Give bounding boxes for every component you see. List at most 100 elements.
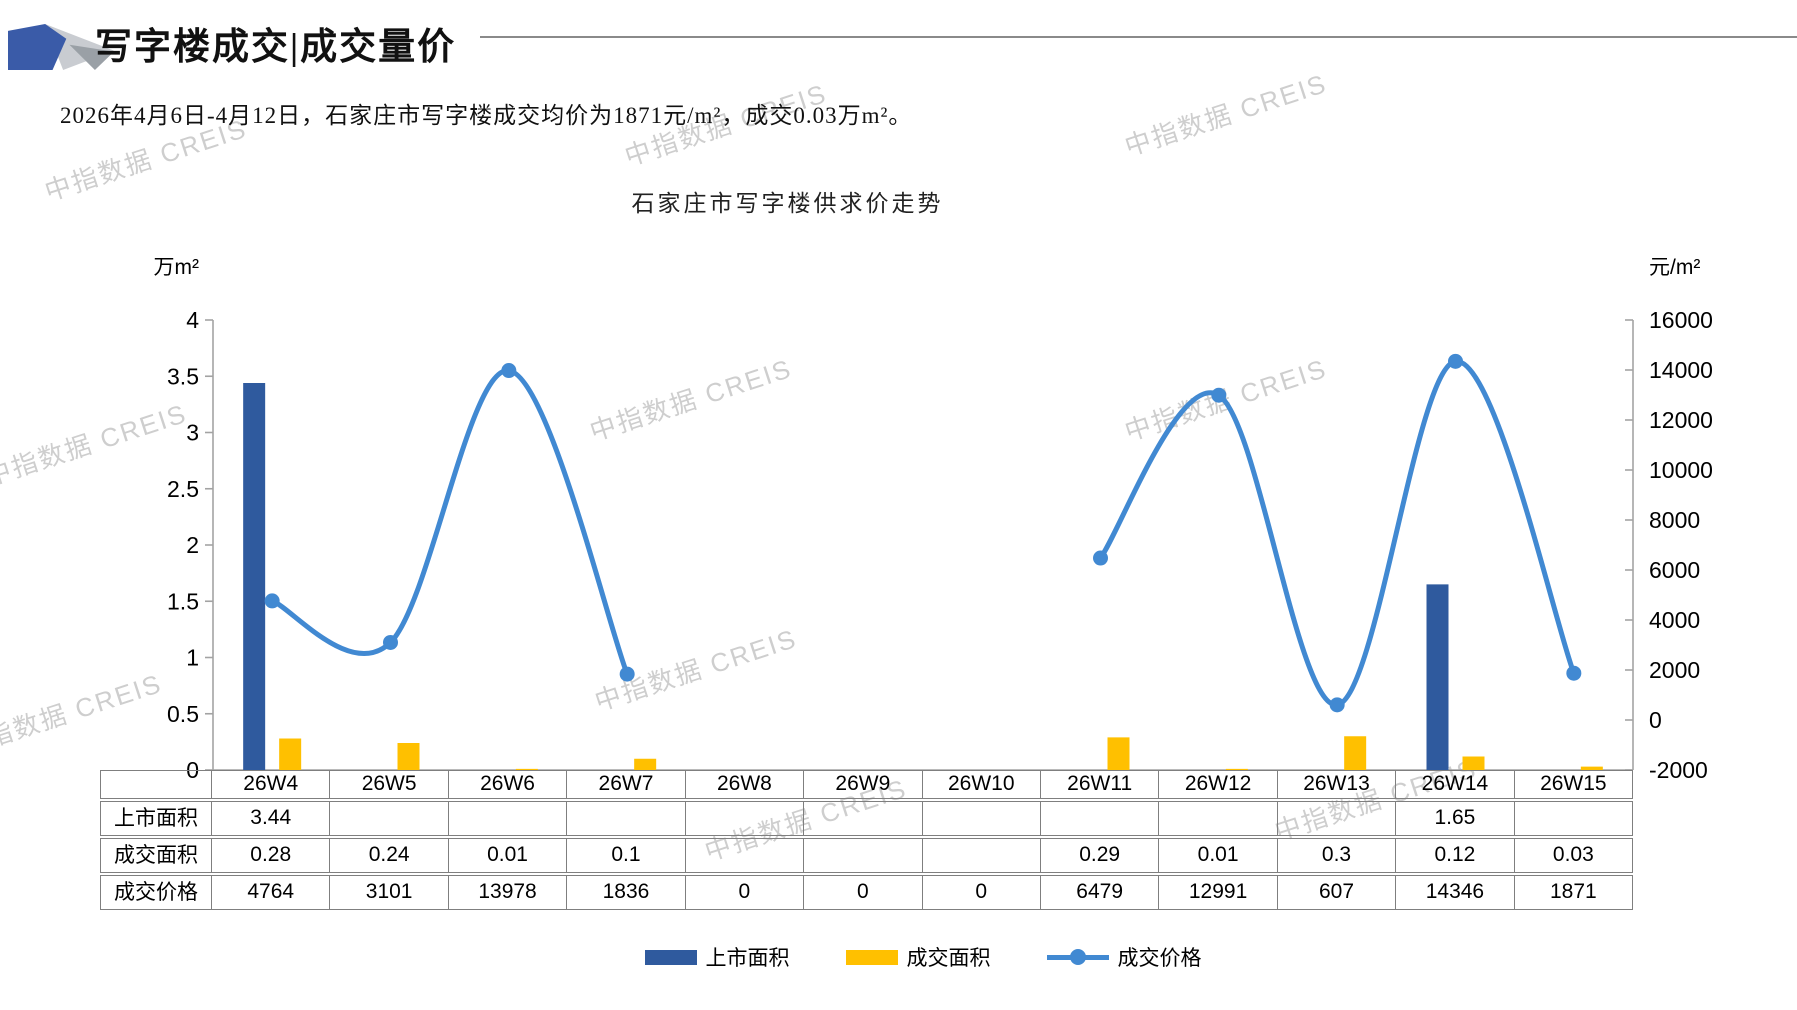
table-cell: 26W14 [1395,771,1513,798]
svg-text:2.5: 2.5 [167,476,199,502]
chart-title: 石家庄市写字楼供求价走势 [631,191,944,216]
price-marker-26W4 [264,593,280,609]
bar-成交面积-26W14 [1462,756,1485,770]
table-cell [921,802,1040,835]
row-label: 成交价格 [114,880,198,904]
table-cell: 0 [803,876,921,909]
bar-成交面积-26W6 [515,768,538,770]
right-axis-unit: 元/m² [1649,256,1700,279]
left-axis-unit: 万m² [154,256,200,279]
svg-text:4000: 4000 [1649,607,1700,633]
table-cell [684,802,803,835]
price-line [269,358,1577,708]
summary-text: 2026年4月6日-4月12日，石家庄市写字楼成交均价为1871元/m²，成交0… [60,103,913,128]
price-marker-26W6 [501,363,517,379]
bar-成交面积-26W11 [1107,737,1130,770]
table-cell: 4764 [211,876,329,909]
price-marker-26W12 [1211,387,1227,403]
bar-成交面积-26W5 [397,743,420,770]
bar-上市面积-26W4 [243,383,266,770]
table-row: 成交面积 0.28 0.24 0.01 0.1 0.29 0.01 0.3 0.12 0.03 [100,838,1633,873]
table-cell: 0.1 [566,839,684,872]
row-label [101,771,211,798]
title-rule-line [480,36,1797,38]
table-cell: 1871 [1513,876,1632,909]
table-cell: 26W6 [447,771,566,798]
table-cell: 26W15 [1513,771,1632,798]
row-label: 成交面积 [114,843,198,867]
svg-text:4: 4 [186,307,199,333]
table-cell: 26W5 [329,771,447,798]
bar-成交面积-26W13 [1344,736,1367,770]
table-cell [803,802,921,835]
bars-上市面积 [243,383,1449,770]
table-cell: 26W11 [1039,771,1158,798]
table-header-row: 26W4 26W5 26W6 26W7 26W8 26W9 26W10 26W11 26W12 2… [100,770,1633,799]
svg-text:1.5: 1.5 [167,588,199,614]
legend-item-listed-area: 上市面积 [644,942,790,972]
svg-text:16000: 16000 [1649,307,1713,333]
price-marker-26W14 [1448,353,1463,369]
svg-text:-2000: -2000 [1649,757,1708,783]
table-cell: 3101 [329,876,447,909]
price-markers [264,353,1582,713]
table-row: 成交价格 4764 3101 13978 1836 0 0 0 6479 12991 607 1434… [100,875,1633,910]
row-label: 上市面积 [114,806,198,830]
table-cell [684,839,803,872]
table-cell: 26W13 [1276,771,1395,798]
page-title: 写字楼成交|成交量价 [95,27,457,68]
table-cell: 0.29 [1039,839,1158,872]
table-cell [1276,802,1395,835]
svg-text:10000: 10000 [1649,457,1713,483]
brand-logo [8,24,114,70]
legend-swatch-listed-area-bar [644,949,697,965]
data-table: 26W4 26W5 26W6 26W7 26W8 26W9 26W10 26W11 26W12 2… [100,770,1633,912]
table-cell: 0.03 [1513,839,1632,872]
table-cell: 6479 [1039,876,1158,909]
price-marker-26W15 [1566,665,1582,681]
table-cell [1039,802,1158,835]
table-cell: 0.01 [447,839,566,872]
table-cell: 0.01 [1158,839,1276,872]
table-cell: 13978 [447,876,566,909]
svg-text:3.5: 3.5 [167,363,199,389]
chart-legend: 上市面积 成交面积 成交价格 [213,942,1633,972]
table-cell: 26W9 [803,771,921,798]
svg-text:0.5: 0.5 [167,701,199,727]
legend-line-marker [1069,949,1086,965]
table-cell: 0.12 [1395,839,1513,872]
table-cell: 0.24 [329,839,447,872]
legend-swatch-sold-area-bar [845,949,898,965]
svg-text:2: 2 [186,532,199,558]
table-cell: 26W12 [1158,771,1276,798]
bar-成交面积-26W4 [279,738,302,770]
table-cell: 1.65 [1395,802,1513,835]
table-cell: 12991 [1158,876,1276,909]
left-axis-ticks: 43.532.521.510.50 [167,307,213,783]
table-cell [803,839,921,872]
legend-item-sold-area: 成交面积 [845,942,991,972]
bar-成交面积-26W7 [634,758,657,770]
table-row: 上市面积 3.44 1.65 [100,801,1633,836]
svg-text:14000: 14000 [1649,357,1713,383]
table-cell: 0 [684,876,803,909]
table-cell: 1836 [566,876,684,909]
svg-text:3: 3 [186,420,199,446]
table-cell: 26W4 [211,771,329,798]
table-cell [921,839,1040,872]
price-marker-26W13 [1329,697,1345,713]
table-cell: 0.28 [211,839,329,872]
table-cell: 0 [921,876,1040,909]
right-axis-ticks: 16000 14000 12000 10000 8000 6000 4000 2000 0 -20… [1625,307,1713,783]
table-cell: 607 [1276,876,1395,909]
price-marker-26W5 [383,634,398,650]
bar-成交面积-26W12 [1225,768,1248,770]
axes [212,320,1634,771]
legend-label: 成交面积 [906,946,991,970]
table-cell [1513,802,1632,835]
svg-text:12000: 12000 [1649,407,1713,433]
price-marker-26W11 [1093,550,1108,566]
table-cell: 26W10 [921,771,1040,798]
table-cell [566,802,684,835]
